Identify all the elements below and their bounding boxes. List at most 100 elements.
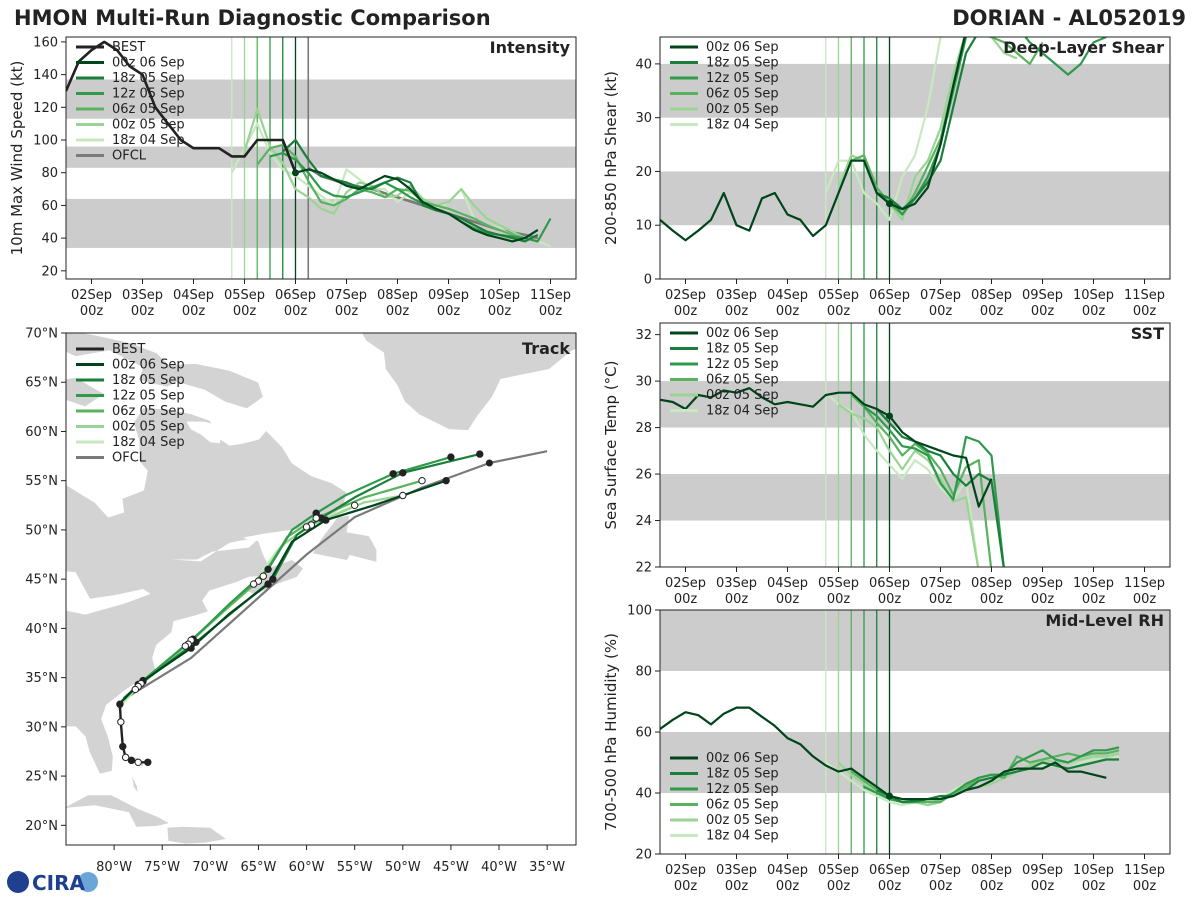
xtick-hour: 00z xyxy=(1133,879,1157,894)
xtick-hour: 00z xyxy=(1031,879,1055,894)
track-point xyxy=(312,514,320,522)
legend-label: 06z 05 Sep xyxy=(112,404,185,419)
xtick-hour: 00z xyxy=(878,592,902,607)
lon-label: 80°W xyxy=(96,860,132,875)
lon-label: 75°W xyxy=(144,860,180,875)
panel-track: 80°W 75°W 70°W 65°W 60°W 55°W 50°W 45°W 40°W 35°W… xyxy=(25,327,577,875)
series-line xyxy=(282,138,539,243)
ytick-label: 28 xyxy=(635,421,652,436)
lon-label: 55°W xyxy=(337,860,373,875)
xtick-day: 05Sep xyxy=(224,288,265,303)
xtick-hour: 00z xyxy=(980,304,1004,319)
legend-label: 06z 05 Sep xyxy=(706,87,779,102)
southampton-land xyxy=(66,376,106,408)
ytick-label: 20 xyxy=(635,165,652,180)
y-axis-label: 700-500 hPa Humidity (%) xyxy=(602,633,620,831)
legend-label: 18z 05 Sep xyxy=(112,373,185,388)
best-point xyxy=(117,718,125,726)
logo-text: CIRA xyxy=(32,871,86,895)
ytick-label: 22 xyxy=(635,561,652,576)
track-point xyxy=(181,642,190,650)
xtick-day: 04Sep xyxy=(767,288,808,303)
legend-label: 12z 05 Sep xyxy=(706,782,779,797)
xtick-hour: 00z xyxy=(929,879,953,894)
xtick-day: 03Sep xyxy=(716,576,757,591)
xtick-hour: 00z xyxy=(929,592,953,607)
lat-label: 55°N xyxy=(25,474,58,489)
init-point xyxy=(886,200,893,208)
series-line xyxy=(660,37,966,242)
xtick-day: 10Sep xyxy=(479,288,520,303)
track-point xyxy=(350,501,359,510)
xtick-hour: 00z xyxy=(488,304,512,319)
ytick-label: 30 xyxy=(635,375,652,390)
ungava-water xyxy=(186,421,221,444)
xtick-hour: 00z xyxy=(1031,304,1055,319)
logo-swirl-icon xyxy=(78,872,98,892)
xtick-hour: 00z xyxy=(776,304,800,319)
newfoundland-land xyxy=(311,514,378,563)
legend-label: 18z 04 Sep xyxy=(706,118,779,133)
xtick-day: 02Sep xyxy=(71,288,112,303)
legend-label: 18z 05 Sep xyxy=(706,56,779,71)
best-point xyxy=(144,758,152,766)
xtick-day: 11Sep xyxy=(530,288,571,303)
legend-label: 00z 05 Sep xyxy=(706,388,779,403)
lat-label: 65°N xyxy=(25,376,58,391)
legend-label: 00z 06 Sep xyxy=(706,751,779,766)
xtick-hour: 00z xyxy=(980,879,1004,894)
track-point xyxy=(442,476,450,485)
legend-label: BEST xyxy=(112,342,145,357)
band-1 xyxy=(660,610,1170,671)
ytick-label: 0 xyxy=(644,273,652,288)
xtick-hour: 00z xyxy=(437,304,461,319)
track-point xyxy=(399,491,407,500)
lon-label: 60°W xyxy=(289,860,325,875)
ytick-label: 160 xyxy=(33,35,58,50)
xtick-day: 07Sep xyxy=(920,576,961,591)
best-point xyxy=(134,758,142,766)
xtick-hour: 00z xyxy=(1031,592,1055,607)
series-group xyxy=(660,706,1120,807)
xtick-hour: 00z xyxy=(284,304,308,319)
xtick-day: 04Sep xyxy=(767,863,808,878)
series-line xyxy=(837,403,980,567)
legend-label: 18z 05 Sep xyxy=(112,71,185,86)
xtick-hour: 00z xyxy=(674,304,698,319)
logo-globe-icon xyxy=(7,871,29,893)
ytick-label: 24 xyxy=(635,514,652,529)
track-point xyxy=(131,685,139,694)
lat-label: 50°N xyxy=(25,523,58,538)
legend-label: 18z 04 Sep xyxy=(706,829,779,844)
y-axis-label: Sea Surface Temp (°C) xyxy=(602,360,620,529)
legend-label: OFCL xyxy=(112,451,147,466)
series-line xyxy=(875,408,1005,567)
xtick-day: 05Sep xyxy=(818,863,859,878)
series-line xyxy=(824,37,942,221)
series-group xyxy=(660,37,1107,242)
lat-label: 60°N xyxy=(25,425,58,440)
legend-label: 18z 05 Sep xyxy=(706,767,779,782)
ytick-label: 40 xyxy=(41,232,58,247)
baffin-land xyxy=(66,333,264,410)
ofcl-track xyxy=(123,450,548,701)
track-point xyxy=(259,572,267,580)
panel-title: Deep-Layer Shear xyxy=(1003,38,1164,57)
track-point xyxy=(302,523,311,531)
series-group xyxy=(660,387,1005,567)
lat-label: 25°N xyxy=(25,770,58,785)
xtick-day: 11Sep xyxy=(1124,576,1165,591)
legend-label: 00z 05 Sep xyxy=(112,420,185,435)
series-group xyxy=(66,40,552,248)
legend-label: 00z 05 Sep xyxy=(706,813,779,828)
legend-label: 06z 05 Sep xyxy=(706,373,779,388)
map-area xyxy=(66,333,576,845)
xtick-hour: 00z xyxy=(131,304,155,319)
lat-label: 35°N xyxy=(25,671,58,686)
figure-title: HMON Multi-Run Diagnostic Comparison xyxy=(14,6,491,30)
storm-id: DORIAN - AL052019 xyxy=(952,6,1186,30)
panel-rh: 2040608010002Sep00z03Sep00z04Sep00z05Sep… xyxy=(602,604,1171,894)
y-axis-label: 10m Max Wind Speed (kt) xyxy=(8,61,26,256)
